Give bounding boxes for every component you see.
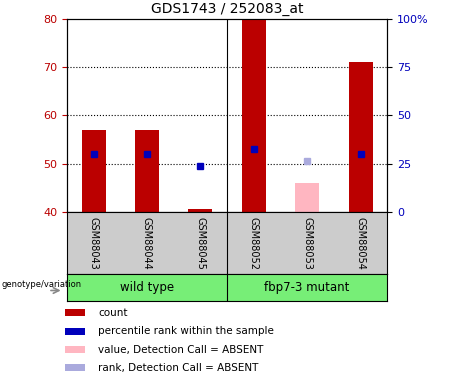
FancyBboxPatch shape <box>65 328 85 335</box>
Text: GSM88054: GSM88054 <box>355 217 366 270</box>
Bar <box>242 19 266 212</box>
Text: rank, Detection Call = ABSENT: rank, Detection Call = ABSENT <box>98 363 258 373</box>
Text: GSM88045: GSM88045 <box>195 217 205 270</box>
Text: value, Detection Call = ABSENT: value, Detection Call = ABSENT <box>98 345 263 355</box>
Bar <box>295 183 319 212</box>
Text: fbp7-3 mutant: fbp7-3 mutant <box>265 281 350 294</box>
Text: GSM88043: GSM88043 <box>89 217 99 270</box>
Text: GSM88052: GSM88052 <box>249 217 259 270</box>
Text: count: count <box>98 308 127 318</box>
Bar <box>349 62 372 212</box>
Text: GSM88044: GSM88044 <box>142 217 152 270</box>
Text: GSM88053: GSM88053 <box>302 217 312 270</box>
Text: wild type: wild type <box>120 281 174 294</box>
FancyBboxPatch shape <box>65 364 85 372</box>
Text: genotype/variation: genotype/variation <box>1 279 82 288</box>
Title: GDS1743 / 252083_at: GDS1743 / 252083_at <box>151 2 303 16</box>
FancyBboxPatch shape <box>65 309 85 316</box>
Bar <box>189 210 213 212</box>
Bar <box>82 130 106 212</box>
Text: percentile rank within the sample: percentile rank within the sample <box>98 326 274 336</box>
FancyBboxPatch shape <box>65 346 85 353</box>
Bar <box>135 130 159 212</box>
